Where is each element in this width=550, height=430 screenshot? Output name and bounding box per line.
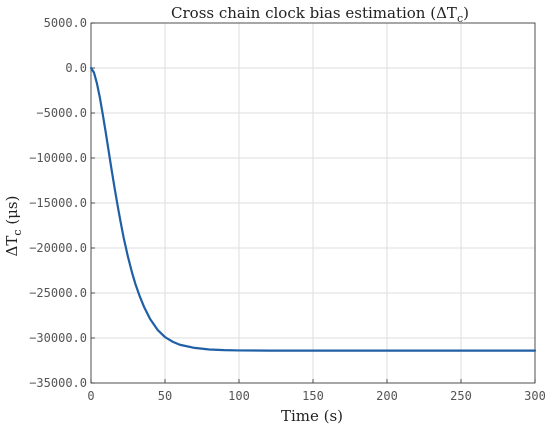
y-tick-label-3: −10000.0 [29,151,87,165]
chart-title: Cross chain clock bias estimation (ΔTc) [171,4,469,25]
y-tick-label-4: −15000.0 [29,196,87,210]
y-tick-label-0: 5000.0 [44,16,87,30]
x-axis-label: Time (s) [281,407,343,425]
x-tick-label-3: 150 [302,389,324,403]
x-tick-label-5: 250 [450,389,472,403]
chart-title-subscript: c [457,12,463,25]
x-tick-label-6: 300 [524,389,546,403]
y-tick-label-6: −25000.0 [29,286,87,300]
x-tick-label-4: 200 [376,389,398,403]
y-axis-label: ΔTc (μs) [3,196,24,257]
y-tick-label-8: −35000.0 [29,376,87,390]
x-tick-label-0: 0 [87,389,94,403]
y-tick-label-5: −20000.0 [29,241,87,255]
y-tick-label-1: 0.0 [65,61,87,75]
y-axis-label-subscript: c [11,229,24,235]
x-tick-label-2: 100 [228,389,250,403]
series-line-0 [89,66,537,352]
plot-area: 0 50 100 150 200 250 300 5000.0 0.0 −5000.0 −10000… [29,16,546,403]
y-tick-label-2: −5000.0 [36,106,87,120]
y-tick-label-7: −30000.0 [29,331,87,345]
x-tick-label-1: 50 [158,389,172,403]
chart-title-suffix: ) [463,4,469,22]
y-axis-label-prefix: ΔT [3,236,21,257]
chart-title-prefix: Cross chain clock bias estimation (ΔT [171,4,457,22]
y-axis-label-suffix: (μs) [3,196,21,230]
